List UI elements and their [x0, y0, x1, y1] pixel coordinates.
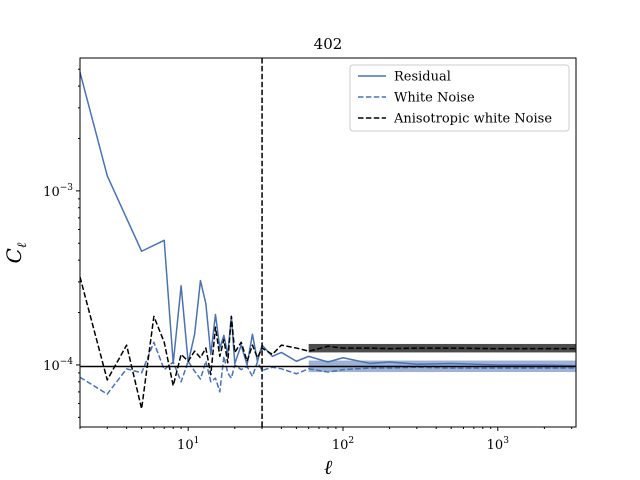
x-tick-label: 102: [332, 436, 354, 453]
y-axis-label-main: C: [2, 248, 26, 263]
x-tick-label: 101: [177, 436, 199, 453]
chart-title: 402: [314, 35, 343, 53]
y-axis-label: Cℓ: [2, 242, 30, 263]
legend-label-3: Anisotropic white Noise: [393, 112, 552, 127]
y-tick-label: 10−3: [43, 183, 73, 200]
x-tick-label: 103: [487, 436, 510, 453]
legend-box: [349, 64, 570, 132]
series-line-2: [80, 341, 576, 395]
x-axis-label: ℓ: [324, 455, 333, 479]
y-tick-label: 10−4: [43, 357, 73, 374]
legend-label-2: White Noise: [394, 91, 475, 106]
anisotropic-noise-band: [308, 343, 576, 353]
series-line-1: [80, 72, 576, 367]
y-axis-label-subscript: ℓ: [15, 242, 30, 248]
legend-label-1: Residual: [394, 70, 451, 85]
